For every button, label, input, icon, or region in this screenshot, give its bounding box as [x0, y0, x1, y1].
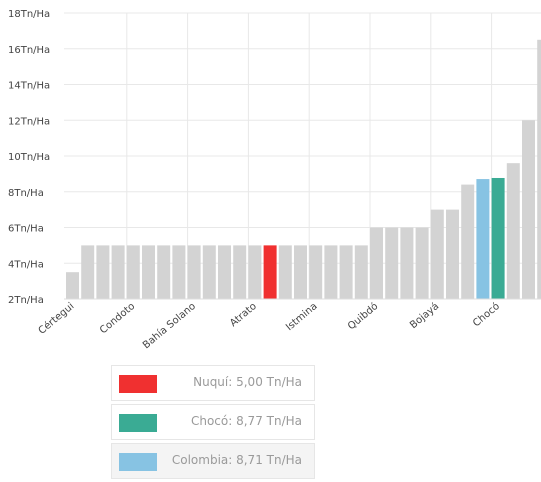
bar: [400, 227, 414, 299]
legend-label-colombia: Colombia: 8,71 Tn/Ha: [171, 453, 302, 467]
y-tick-label: 10Tn/Ha: [8, 152, 50, 163]
bar: [263, 245, 277, 299]
bar: [324, 245, 338, 299]
legend-item-nuqui: Nuquí: 5,00 Tn/Ha: [111, 365, 315, 401]
bar: [278, 245, 292, 299]
y-tick-label: 2Tn/Ha: [8, 295, 44, 306]
yield-bar-chart: 2Tn/Ha 4Tn/Ha 6Tn/Ha 8Tn/Ha 10Tn/Ha 12Tn/Ha 14…: [8, 9, 541, 351]
x-tick-label: Istmina: [284, 301, 319, 333]
bar: [370, 227, 383, 299]
bar: [202, 245, 216, 299]
bar: [446, 209, 459, 299]
legend: Nuquí: 5,00 Tn/Ha Chocó: 8,77 Tn/Ha Colo…: [111, 365, 315, 482]
bar: [157, 245, 171, 299]
bar: [461, 184, 475, 299]
y-tick-label: 14Tn/Ha: [8, 81, 50, 92]
y-tick-label: 16Tn/Ha: [8, 45, 50, 56]
bar: [187, 245, 201, 299]
bar: [476, 179, 490, 299]
legend-label-choco: Chocó: 8,77 Tn/Ha: [190, 414, 302, 428]
bar: [218, 245, 231, 299]
legend-item-colombia: Colombia: 8,71 Tn/Ha: [111, 443, 315, 479]
y-tick-label: 4Tn/Ha: [8, 259, 44, 270]
x-tick-label: Bojayá: [408, 300, 442, 331]
bar: [522, 120, 535, 299]
x-tick-label: Condoto: [98, 301, 137, 336]
bar: [354, 245, 368, 299]
bar: [248, 245, 262, 299]
x-tick-label: Bahía Solano: [140, 300, 198, 351]
x-tick-label: Quibdó: [345, 300, 380, 332]
bar: [294, 245, 307, 299]
y-tick-label: 6Tn/Ha: [8, 224, 44, 235]
x-tick-label: Chocó: [471, 300, 503, 329]
bar: [111, 245, 125, 299]
bar: [233, 245, 247, 299]
bar: [142, 245, 155, 299]
legend-item-choco: Chocó: 8,77 Tn/Ha: [111, 404, 315, 440]
bar: [537, 39, 541, 299]
legend-swatch-choco: [119, 414, 157, 432]
bar: [491, 177, 505, 299]
legend-swatch-nuqui: [119, 375, 157, 393]
bar: [172, 245, 186, 299]
bar: [309, 245, 323, 299]
bar: [81, 245, 95, 299]
y-tick-label: 12Tn/Ha: [8, 116, 50, 127]
bar: [126, 245, 140, 299]
x-tick-label: Atrato: [228, 301, 259, 329]
bar: [385, 227, 399, 299]
bar: [339, 245, 353, 299]
y-tick-label: 8Tn/Ha: [8, 188, 44, 199]
bar: [66, 272, 79, 299]
bar: [506, 163, 520, 299]
legend-swatch-colombia: [119, 453, 157, 471]
bar: [96, 245, 110, 299]
bar: [415, 227, 429, 299]
y-tick-label: 18Tn/Ha: [8, 9, 50, 20]
bar: [430, 209, 444, 299]
legend-label-nuqui: Nuquí: 5,00 Tn/Ha: [193, 375, 302, 389]
